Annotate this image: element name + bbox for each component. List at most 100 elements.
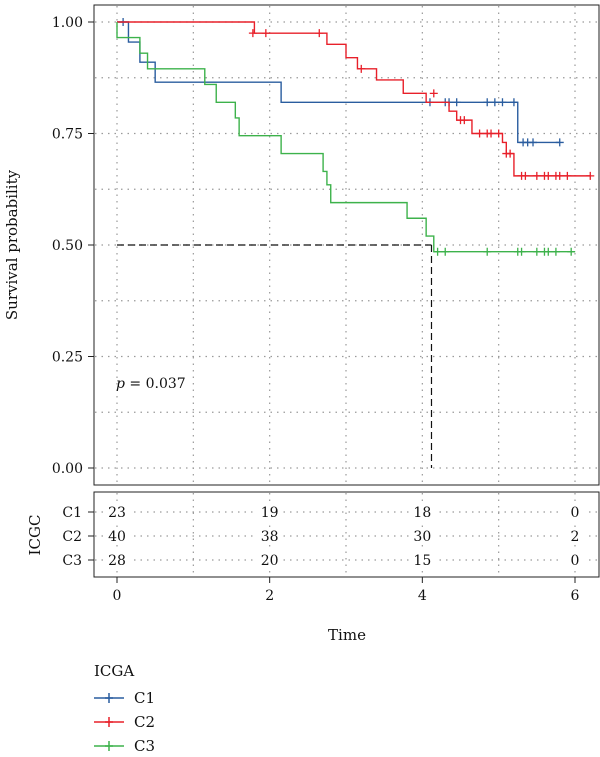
- plot-panel: [93, 4, 600, 486]
- p-symbol: p: [116, 376, 125, 392]
- risk-cell-bg: [256, 503, 283, 521]
- censor-mark: [490, 98, 499, 107]
- censor-mark: [544, 247, 553, 256]
- risk-row-label: C2: [62, 529, 82, 545]
- risk-cell-bg: [409, 527, 436, 545]
- legend-label: C3: [134, 737, 155, 755]
- censor-mark: [441, 247, 450, 256]
- censor-mark: [567, 247, 576, 256]
- censor-mark: [315, 29, 324, 38]
- legend-title: ICGA: [94, 662, 134, 680]
- censor-mark: [517, 247, 526, 256]
- risk-cell: 28: [108, 553, 126, 569]
- survival-curves: [116, 18, 595, 256]
- x-axis-title: Time: [328, 626, 366, 644]
- survival-curve-c1: [117, 21, 560, 144]
- median-lines: [117, 244, 433, 468]
- series-c3: [116, 22, 576, 256]
- legend-entries: C1 C2 C3: [94, 689, 155, 755]
- censor-mark: [555, 138, 564, 147]
- risk-table-title: ICGC: [26, 515, 44, 556]
- survival-curve-c2: [117, 21, 591, 177]
- censor-mark: [261, 29, 270, 38]
- risk-cell-bg: [409, 551, 436, 569]
- risk-cell-bg: [256, 527, 283, 545]
- censor-mark: [248, 29, 257, 38]
- censor-mark: [529, 138, 538, 147]
- censor-mark: [452, 98, 461, 107]
- censor-mark: [555, 171, 564, 180]
- risk-cell: 20: [261, 553, 279, 569]
- legend-swatch-cross: [105, 693, 113, 703]
- censor-mark: [532, 247, 541, 256]
- risk-cell-bg: [562, 503, 588, 521]
- censor-mark: [475, 129, 484, 138]
- censor-mark: [509, 98, 518, 107]
- p-value-annotation: p = 0.037: [116, 376, 186, 392]
- risk-cell: 0: [571, 553, 580, 569]
- censor-mark: [498, 98, 507, 107]
- risk-table: C1 23 19 18 0 C2 40 38 30 2 C3 28 20 15 0: [62, 503, 588, 569]
- risk-cell: 38: [261, 529, 279, 545]
- series-c1: [117, 18, 564, 147]
- series-c2: [117, 21, 595, 180]
- legend-item-c3: C3: [94, 737, 155, 755]
- y-tick-label: 0.25: [52, 350, 83, 366]
- censor-mark: [551, 247, 560, 256]
- risk-table-panel: [93, 491, 600, 578]
- legend-item-c1: C1: [94, 689, 155, 707]
- censor-mark: [433, 247, 442, 256]
- y-axis-title: Survival probability: [3, 169, 21, 320]
- x-tick-label: 6: [571, 588, 580, 604]
- x-tick-label: 2: [265, 588, 274, 604]
- risk-cell-bg: [104, 503, 130, 521]
- risk-cell: 30: [413, 529, 431, 545]
- censor-mark: [521, 171, 530, 180]
- p-value: = 0.037: [125, 376, 186, 392]
- grid: [95, 6, 598, 576]
- risk-cell-bg: [256, 551, 283, 569]
- x-tick-label: 0: [113, 588, 122, 604]
- y-tick-label: 0.75: [52, 127, 83, 143]
- censor-mark: [544, 171, 553, 180]
- legend-item-c2: C2: [94, 713, 155, 731]
- y-tick-label: 0.50: [52, 238, 83, 254]
- risk-cell: 23: [108, 505, 126, 521]
- censor-mark: [487, 129, 496, 138]
- risk-cell: 19: [261, 505, 279, 521]
- censor-mark: [532, 171, 541, 180]
- risk-cell-bg: [104, 527, 130, 545]
- risk-cell-bg: [562, 551, 588, 569]
- risk-cell-bg: [409, 503, 436, 521]
- censor-mark: [483, 247, 492, 256]
- x-axis: 0 2 4 6: [113, 577, 580, 604]
- legend-swatch-cross: [105, 741, 113, 751]
- risk-cell: 15: [413, 553, 431, 569]
- y-tick-label: 1.00: [52, 15, 83, 31]
- legend-label: C2: [134, 713, 155, 731]
- risk-row-label: C1: [62, 505, 82, 521]
- censor-mark: [357, 64, 366, 73]
- legend-swatch-cross: [105, 717, 113, 727]
- survival-curve-c3: [116, 22, 575, 253]
- x-tick-label: 4: [418, 588, 427, 604]
- risk-cell: 2: [571, 529, 580, 545]
- censor-mark: [586, 171, 595, 180]
- risk-cell: 0: [571, 505, 580, 521]
- risk-row-label: C3: [62, 553, 82, 569]
- censor-mark: [483, 98, 492, 107]
- risk-cell: 18: [413, 505, 431, 521]
- legend-label: C1: [134, 689, 155, 707]
- legend: ICGA C1 C2 C3: [94, 662, 155, 755]
- y-tick-label: 0.00: [52, 461, 83, 477]
- censor-mark: [494, 129, 503, 138]
- y-axis: 0.00 0.25 0.50 0.75 1.00: [52, 15, 94, 477]
- risk-cell-bg: [104, 551, 130, 569]
- risk-cell: 40: [108, 529, 126, 545]
- censor-mark: [429, 89, 438, 98]
- censor-mark: [506, 149, 515, 158]
- risk-cell-bg: [562, 527, 588, 545]
- censor-mark: [563, 171, 572, 180]
- censor-mark: [460, 116, 469, 125]
